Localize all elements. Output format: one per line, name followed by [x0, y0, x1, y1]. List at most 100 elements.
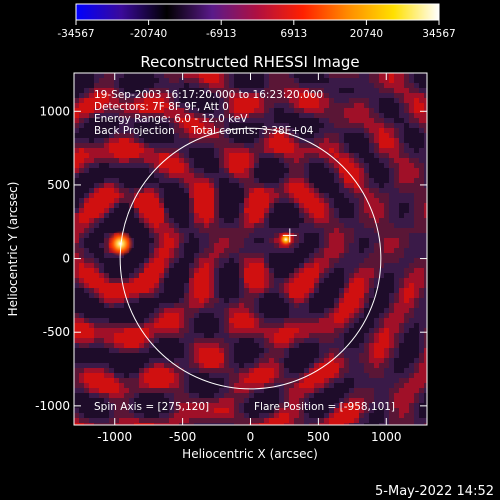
- heatmap-cell: [174, 258, 179, 263]
- heatmap-cell: [369, 148, 374, 153]
- heatmap-cell: [79, 338, 84, 343]
- heatmap-cell: [329, 313, 334, 318]
- heatmap-cell: [189, 418, 194, 423]
- heatmap-cell: [329, 413, 334, 418]
- heatmap-cell: [389, 83, 394, 88]
- heatmap-cell: [79, 388, 84, 393]
- heatmap-cell: [99, 363, 104, 368]
- heatmap-cell: [134, 133, 139, 138]
- heatmap-cell: [149, 273, 154, 278]
- heatmap-cell: [294, 263, 299, 268]
- heatmap-cell: [344, 98, 349, 103]
- heatmap-cell: [164, 203, 169, 208]
- heatmap-cell: [164, 388, 169, 393]
- heatmap-cell: [204, 373, 209, 378]
- heatmap-cell: [159, 313, 164, 318]
- heatmap-cell: [359, 228, 364, 233]
- heatmap-cell: [354, 363, 359, 368]
- heatmap-cell: [354, 103, 359, 108]
- heatmap-cell: [214, 258, 219, 263]
- heatmap-cell: [344, 123, 349, 128]
- heatmap-cell: [389, 158, 394, 163]
- heatmap-cell: [224, 368, 229, 373]
- heatmap-cell: [294, 73, 299, 78]
- heatmap-cell: [94, 363, 99, 368]
- heatmap-cell: [244, 183, 249, 188]
- heatmap-cell: [214, 403, 219, 408]
- heatmap-cell: [74, 338, 79, 343]
- heatmap-cell: [79, 358, 84, 363]
- heatmap-cell: [194, 403, 199, 408]
- heatmap-cell: [199, 308, 204, 313]
- heatmap-cell: [269, 363, 274, 368]
- heatmap-cell: [224, 288, 229, 293]
- heatmap-cell: [79, 288, 84, 293]
- heatmap-cell: [159, 103, 164, 108]
- heatmap-cell: [104, 223, 109, 228]
- heatmap-cell: [344, 328, 349, 333]
- heatmap-cell: [384, 263, 389, 268]
- heatmap-cell: [354, 188, 359, 193]
- heatmap-cell: [134, 278, 139, 283]
- heatmap-cell: [254, 228, 259, 233]
- heatmap-cell: [104, 318, 109, 323]
- heatmap-cell: [99, 98, 104, 103]
- heatmap-cell: [269, 338, 274, 343]
- heatmap-cell: [109, 343, 114, 348]
- heatmap-cell: [369, 303, 374, 308]
- heatmap-cell: [424, 118, 427, 123]
- heatmap-cell: [399, 353, 404, 358]
- heatmap-cell: [129, 208, 134, 213]
- heatmap-cell: [299, 238, 304, 243]
- heatmap-cell: [284, 98, 289, 103]
- heatmap-cell: [259, 168, 264, 173]
- heatmap-cell: [399, 118, 404, 123]
- heatmap-cell: [214, 283, 219, 288]
- heatmap-cell: [259, 143, 264, 148]
- heatmap-cell: [334, 263, 339, 268]
- heatmap-cell: [214, 98, 219, 103]
- heatmap-cell: [109, 143, 114, 148]
- heatmap-cell: [94, 293, 99, 298]
- heatmap-cell: [349, 368, 354, 373]
- heatmap-cell: [134, 373, 139, 378]
- heatmap-cell: [184, 333, 189, 338]
- heatmap-cell: [414, 163, 419, 168]
- heatmap-cell: [139, 123, 144, 128]
- heatmap-cell: [214, 253, 219, 258]
- heatmap-cell: [199, 333, 204, 338]
- heatmap-cell: [209, 413, 214, 418]
- heatmap-cell: [334, 78, 339, 83]
- heatmap-cell: [364, 178, 369, 183]
- heatmap-cell: [184, 118, 189, 123]
- heatmap-cell: [319, 283, 324, 288]
- heatmap-cell: [289, 283, 294, 288]
- heatmap-cell: [274, 393, 279, 398]
- heatmap-cell: [419, 208, 424, 213]
- heatmap-cell: [414, 93, 419, 98]
- heatmap-cell: [319, 393, 324, 398]
- heatmap-cell: [249, 208, 254, 213]
- heatmap-cell: [269, 298, 274, 303]
- heatmap-cell: [409, 333, 414, 338]
- heatmap-cell: [414, 353, 419, 358]
- heatmap-cell: [139, 98, 144, 103]
- heatmap-cell: [404, 323, 409, 328]
- heatmap-cell: [159, 318, 164, 323]
- heatmap-cell: [239, 203, 244, 208]
- heatmap-cell: [139, 183, 144, 188]
- heatmap-cell: [339, 78, 344, 83]
- heatmap-cell: [209, 303, 214, 308]
- heatmap-cell: [129, 73, 134, 78]
- heatmap-cell: [304, 353, 309, 358]
- heatmap-cell: [179, 278, 184, 283]
- heatmap-cell: [254, 398, 259, 403]
- heatmap-cell: [299, 343, 304, 348]
- heatmap-cell: [309, 178, 314, 183]
- heatmap-cell: [319, 378, 324, 383]
- heatmap-cell: [84, 318, 89, 323]
- heatmap-cell: [404, 403, 409, 408]
- heatmap-cell: [349, 128, 354, 133]
- heatmap-cell: [314, 213, 319, 218]
- heatmap-cell: [329, 228, 334, 233]
